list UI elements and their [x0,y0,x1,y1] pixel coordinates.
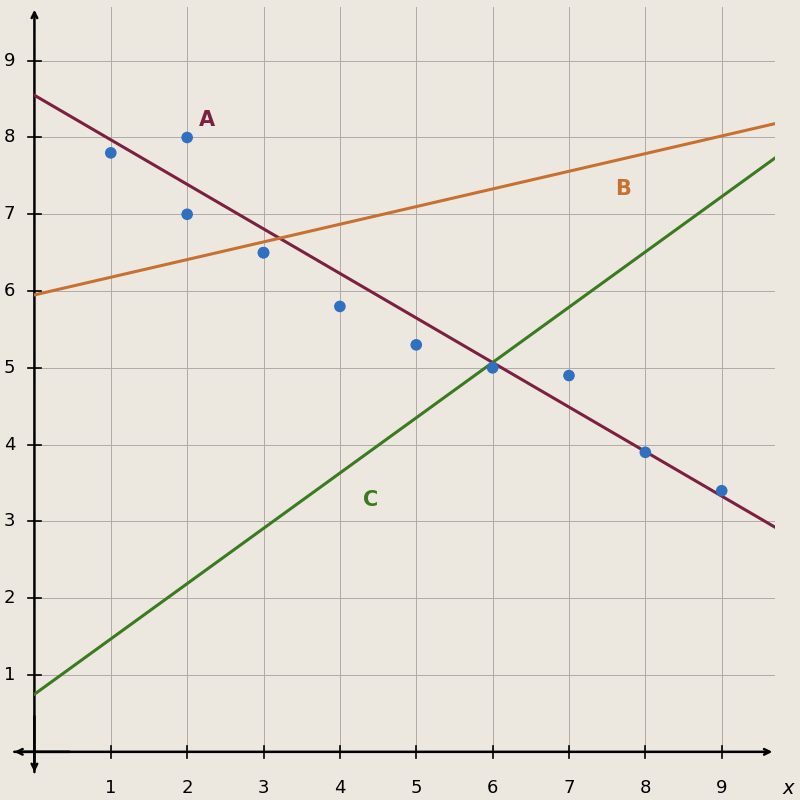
Text: 9: 9 [716,778,727,797]
Text: B: B [614,179,630,199]
Point [562,369,575,382]
Point [257,246,270,259]
Text: C: C [362,490,378,510]
Text: 2: 2 [4,590,15,607]
Point [257,246,270,259]
Text: A: A [198,110,214,130]
Text: 9: 9 [4,52,15,70]
Point [639,446,652,458]
Text: 8: 8 [640,778,651,797]
Point [715,484,728,497]
Point [410,338,422,351]
Text: 1: 1 [4,666,15,684]
Text: 6: 6 [4,282,15,300]
Point [181,208,194,221]
Point [181,131,194,144]
Text: 8: 8 [4,129,15,146]
Text: 1: 1 [105,778,117,797]
Point [486,362,499,374]
Text: 5: 5 [4,359,15,377]
Text: 2: 2 [182,778,193,797]
Text: 6: 6 [487,778,498,797]
Point [334,300,346,313]
Text: 4: 4 [4,436,15,454]
Text: 3: 3 [258,778,270,797]
Text: x: x [783,778,794,798]
Text: 4: 4 [334,778,346,797]
Text: 3: 3 [4,513,15,530]
Text: 7: 7 [4,206,15,223]
Text: 7: 7 [563,778,574,797]
Text: 5: 5 [410,778,422,797]
Point [104,146,117,159]
